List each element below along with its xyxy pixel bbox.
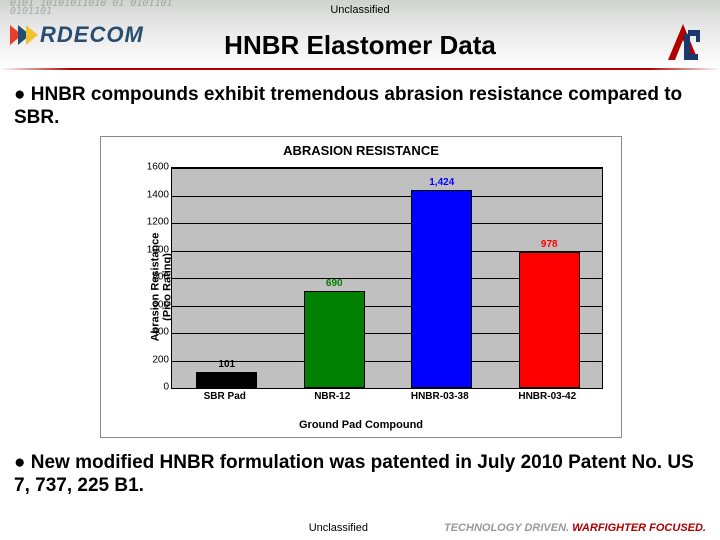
chart-xtick: SBR Pad [204,391,246,402]
chart-title: ABRASION RESISTANCE [101,143,621,158]
chart-plot-area: 101 690 1,424 978 [171,167,603,389]
chart-ytick: 1600 [139,162,169,173]
chart-bar-value: 1,424 [412,177,471,188]
chevron-icon [26,25,38,45]
arl-logo-icon [660,22,706,62]
chart-gridline [172,168,602,169]
footer-tagline: TECHNOLOGY DRIVEN. WARFIGHTER FOCUSED. [444,522,706,534]
chart-bar-value: 690 [305,278,364,289]
chart-bar-value: 101 [197,359,256,370]
header-band: 0101 10101011010 01 0101101 0101101 Uncl… [0,0,720,70]
chart-gridline [172,196,602,197]
chart-ytick: 1400 [139,189,169,200]
bullet-1: ● HNBR compounds exhibit tremendous abra… [14,84,704,130]
chart-bar: 690 [304,291,365,388]
chart-ytick: 400 [139,327,169,338]
classification-bottom: Unclassified [309,522,368,534]
chart-gridline [172,223,602,224]
rdecom-text: RDECOM [40,22,144,48]
classification-top: Unclassified [330,4,389,16]
chart-ytick: 200 [139,354,169,365]
abrasion-chart: ABRASION RESISTANCE Abrasion Resistance … [100,136,622,438]
chart-ytick: 600 [139,299,169,310]
chart-ytick: 800 [139,272,169,283]
header-divider [0,68,720,70]
chart-xlabel: Ground Pad Compound [299,419,423,431]
chart-ytick: 1000 [139,244,169,255]
footer-tag-1: TECHNOLOGY DRIVEN. [444,522,572,534]
rdecom-logo: RDECOM [10,22,144,48]
chart-bar-value: 978 [520,239,579,250]
bullet-2: ● New modified HNBR formulation was pate… [14,452,714,498]
rdecom-chevrons [10,25,34,45]
chart-xtick: HNBR-03-42 [518,391,576,402]
chart-bar: 1,424 [411,190,472,388]
chart-bar: 101 [196,372,257,388]
footer-tag-2: WARFIGHTER FOCUSED. [572,522,706,534]
chart-xtick: HNBR-03-38 [411,391,469,402]
slide-title: HNBR Elastomer Data [224,30,496,61]
chart-xtick: NBR-12 [314,391,350,402]
chart-ytick: 0 [139,382,169,393]
chart-ytick: 1200 [139,217,169,228]
chart-bar: 978 [519,252,580,388]
